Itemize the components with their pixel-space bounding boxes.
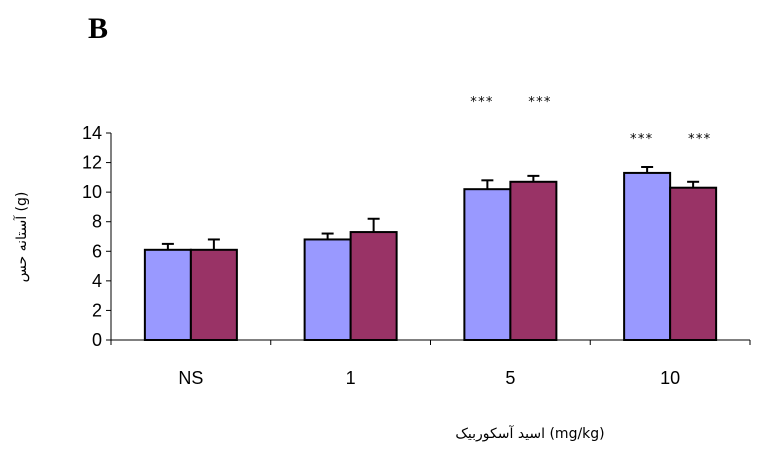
significance-marker: *** bbox=[687, 132, 710, 147]
y-tick-label: 4 bbox=[92, 271, 102, 291]
y-tick-label: 6 bbox=[92, 241, 102, 261]
bars bbox=[143, 166, 718, 341]
y-tick-label: 2 bbox=[92, 300, 102, 320]
significance-marker: *** bbox=[629, 132, 652, 147]
y-tick-label: 10 bbox=[82, 182, 102, 202]
y-tick-label: 0 bbox=[92, 330, 102, 350]
bar bbox=[349, 231, 398, 341]
significance-markers: *** *** *** *** bbox=[470, 95, 711, 147]
significance-marker: *** bbox=[470, 95, 493, 110]
x-tick-label: 1 bbox=[346, 368, 356, 388]
panel-label: B bbox=[88, 12, 108, 45]
y-tick-label: 14 bbox=[82, 123, 102, 143]
bar bbox=[143, 248, 192, 341]
x-axis-title: اسید آسکوربیک (mg/kg) bbox=[455, 425, 604, 442]
x-tick-label: NS bbox=[178, 368, 203, 388]
bar bbox=[303, 238, 352, 341]
y-tick-label: 8 bbox=[92, 212, 102, 232]
bar bbox=[623, 171, 672, 341]
bar bbox=[189, 248, 238, 341]
y-axis: 0 2 4 6 8 10 12 14 bbox=[82, 123, 112, 350]
x-tick-label: 5 bbox=[505, 368, 515, 388]
significance-marker: *** bbox=[528, 95, 551, 110]
y-tick-label: 12 bbox=[82, 153, 102, 173]
x-tick-label: 10 bbox=[660, 368, 680, 388]
bar bbox=[669, 186, 718, 341]
bar bbox=[463, 188, 512, 341]
y-axis-title: آستانه حس (g) bbox=[13, 192, 30, 283]
bar bbox=[509, 180, 558, 341]
x-axis: NS 1 5 10 bbox=[110, 339, 751, 388]
